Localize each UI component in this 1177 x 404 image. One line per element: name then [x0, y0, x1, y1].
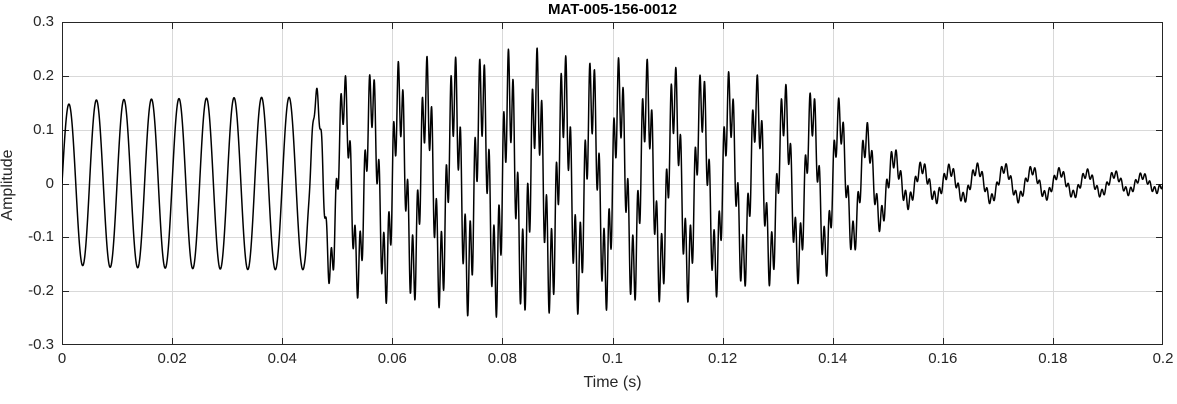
y-tick-label: -0.1: [28, 228, 54, 246]
y-tick-label: 0.3: [33, 13, 54, 30]
x-tick-label: 0.1: [602, 350, 623, 367]
x-tick-label: 0.04: [267, 350, 297, 367]
y-tick-label: 0: [45, 174, 54, 192]
plot-area: [62, 22, 1163, 345]
chart-title: MAT-005-156-0012: [548, 1, 677, 18]
x-tick-label: 0.08: [487, 350, 517, 367]
x-axis-label: Time (s): [583, 374, 642, 391]
x-tick-label: 0: [57, 350, 67, 367]
x-tick-label: 0.18: [1038, 350, 1068, 367]
y-tick-label: 0.2: [33, 66, 54, 84]
y-tick-label: -0.2: [28, 282, 54, 300]
waveform-canvas: [62, 22, 1163, 345]
x-tick-label: 0.16: [928, 350, 958, 367]
x-tick-label: 0.02: [157, 350, 187, 367]
y-tick-label: -0.3: [28, 336, 54, 353]
x-tick-label: 0.2: [1152, 350, 1174, 367]
y-tick-label: 0.1: [33, 120, 54, 138]
x-tick-label: 0.06: [377, 350, 407, 367]
x-tick-label: 0.14: [818, 350, 848, 367]
x-tick-label: 0.12: [707, 350, 738, 367]
